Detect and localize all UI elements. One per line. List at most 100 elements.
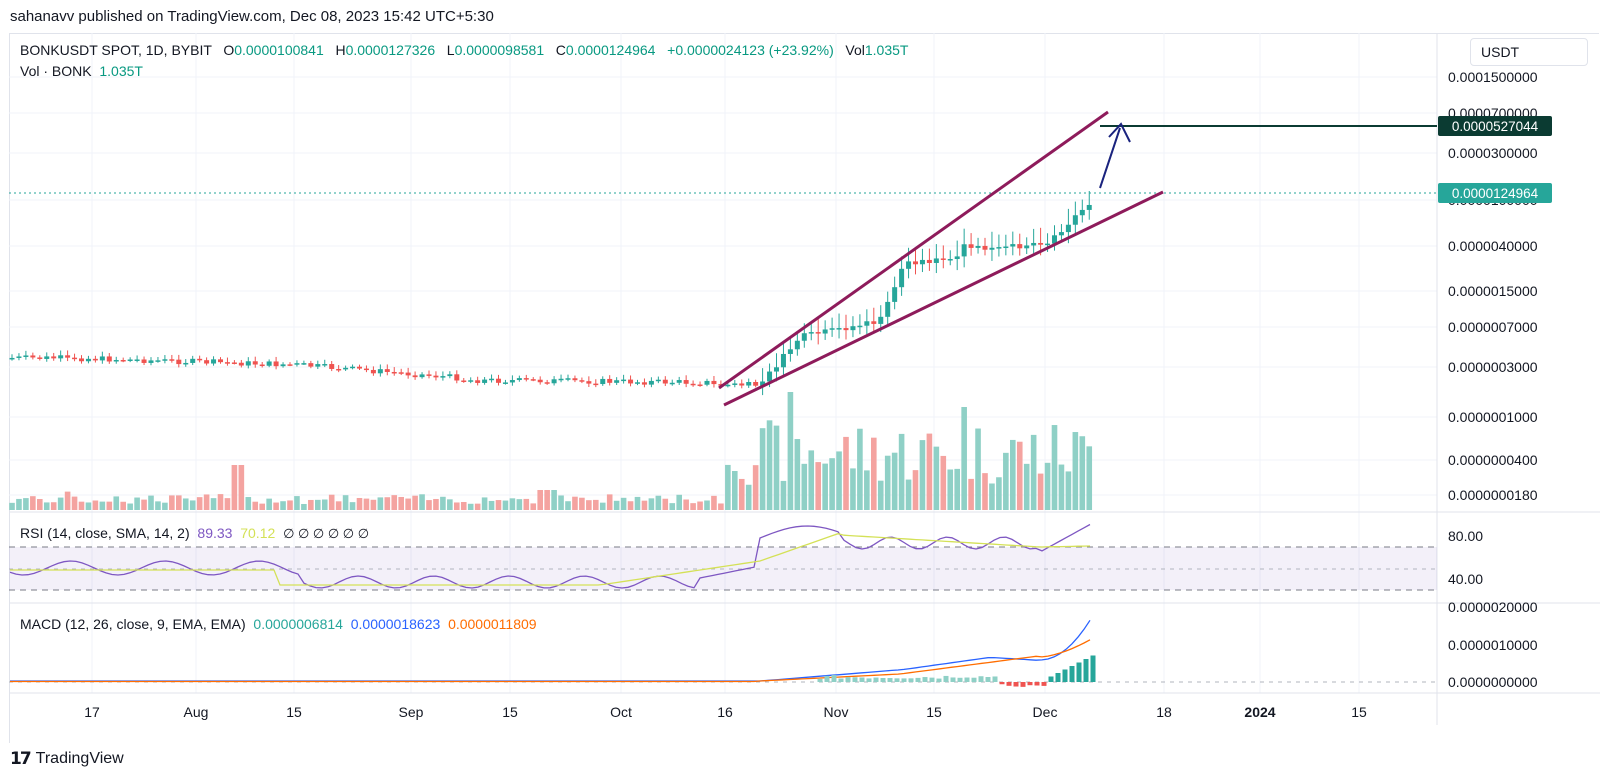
- candle-body: [433, 375, 439, 378]
- macd-histogram-bar: [817, 678, 823, 682]
- macd-histogram-bar: [838, 678, 844, 682]
- volume-bar: [683, 499, 689, 510]
- candle-body: [829, 328, 835, 330]
- candle-body: [482, 379, 488, 383]
- rsi-axis-label: 40.00: [1448, 571, 1483, 587]
- candle-body: [926, 259, 932, 263]
- candle-body: [440, 376, 446, 378]
- volume-bar: [905, 479, 912, 510]
- symbol-name[interactable]: BONKUSDT SPOT, 1D, BYBIT: [20, 42, 212, 58]
- volume-bar: [523, 498, 530, 510]
- candle-body: [1017, 244, 1023, 249]
- volume-bar: [912, 470, 919, 510]
- macd-axis[interactable]: 0.0000020000 0.0000010000 0.0000000000: [1448, 599, 1538, 690]
- macd-histogram-bar: [831, 675, 837, 682]
- candle-body: [370, 369, 376, 374]
- candle-body: [377, 369, 383, 374]
- volume-bar: [467, 503, 474, 510]
- volume-bar: [1030, 434, 1037, 510]
- candle-body: [586, 381, 592, 384]
- candle-body: [398, 372, 404, 374]
- channel-upper-line[interactable]: [718, 110, 1109, 390]
- volume-bar: [78, 501, 85, 510]
- volume-bar: [808, 450, 815, 510]
- channel-lower-line[interactable]: [723, 190, 1164, 407]
- candle-body: [468, 380, 474, 382]
- volume-bar: [961, 407, 967, 510]
- volume-bar: [704, 500, 710, 510]
- volume-bar: [1010, 439, 1016, 510]
- macd-histogram-bar: [1076, 662, 1082, 682]
- volume-bar: [495, 500, 502, 510]
- macd-line-value: 0.0000018623: [350, 616, 441, 632]
- candle-body: [794, 340, 800, 350]
- time-axis-label: 15: [286, 704, 302, 720]
- target-arrow-head: [1108, 122, 1131, 143]
- volume-bar: [266, 498, 272, 510]
- macd-histogram-bar: [887, 678, 893, 682]
- target-price-tag-text: 0.0000527044: [1452, 119, 1539, 134]
- macd-histogram-bar: [1055, 673, 1061, 682]
- macd-histogram-bar: [971, 677, 977, 682]
- candle-body: [628, 379, 634, 384]
- volume-bar: [676, 494, 682, 510]
- volume-bar: [377, 497, 384, 510]
- candle-body: [496, 378, 501, 383]
- volume-bar: [356, 497, 363, 510]
- candle-body: [363, 368, 369, 371]
- volume-legend: Vol · BONK 1.035T: [20, 63, 143, 79]
- candle-body: [975, 245, 981, 248]
- candle-body: [1031, 242, 1037, 246]
- tradingview-logo[interactable]: 𝟭𝟳 TradingView: [10, 749, 124, 769]
- volume-bar: [822, 463, 828, 510]
- volume-bar: [1065, 471, 1072, 510]
- close-value: 0.0000124964: [565, 42, 656, 58]
- volume-bar: [231, 465, 238, 510]
- volume-legend-label[interactable]: Vol · BONK: [20, 63, 92, 79]
- low-value: 0.0000098581: [454, 42, 545, 58]
- volume-bar: [99, 501, 106, 510]
- candle-body: [669, 382, 675, 385]
- candle-body: [635, 382, 640, 384]
- volume-bar: [9, 502, 15, 510]
- macd-histogram-bar: [852, 677, 858, 682]
- volume-bar: [593, 499, 599, 510]
- candle-body: [892, 287, 898, 302]
- volume-bar: [579, 497, 585, 510]
- target-arrow[interactable]: [1099, 127, 1121, 189]
- candle-body: [224, 362, 230, 364]
- candle-body: [1052, 235, 1057, 244]
- candle-body: [280, 364, 286, 367]
- candle-body: [753, 382, 759, 386]
- price-axis-label: 0.0000003000: [1448, 359, 1538, 375]
- rsi-label[interactable]: RSI (14, close, SMA, 14, 2): [20, 525, 190, 541]
- candle-body: [391, 371, 397, 374]
- candle-body: [871, 321, 877, 324]
- low-label: L: [446, 42, 455, 58]
- macd-label[interactable]: MACD (12, 26, close, 9, EMA, EMA): [20, 616, 246, 632]
- volume-bar: [725, 464, 731, 510]
- candle-body: [183, 362, 189, 365]
- candle-body: [273, 361, 279, 367]
- candle-body: [1065, 224, 1071, 233]
- candle-body: [704, 380, 710, 385]
- candle-body: [190, 358, 196, 363]
- candle-body: [509, 380, 515, 383]
- rsi-axis[interactable]: 80.00 40.00: [1448, 528, 1483, 587]
- time-axis[interactable]: 17 Aug 15 Sep 15 Oct 16 Nov 15 Dec 18 2024 15: [84, 704, 1367, 720]
- candles: [9, 190, 1092, 396]
- currency-selector[interactable]: USDT: [1470, 38, 1588, 66]
- candle-body: [475, 380, 481, 383]
- candle-body: [412, 375, 418, 378]
- time-axis-label: 15: [1351, 704, 1367, 720]
- volume-bar: [1051, 425, 1058, 510]
- candle-body: [537, 379, 543, 383]
- volume-bar: [745, 484, 752, 510]
- volume-bar: [120, 501, 126, 510]
- candle-body: [99, 356, 105, 361]
- macd-signal-line: [10, 639, 1091, 683]
- volume-bar: [1003, 452, 1009, 510]
- candle-body: [211, 359, 217, 364]
- candle-body: [843, 328, 849, 331]
